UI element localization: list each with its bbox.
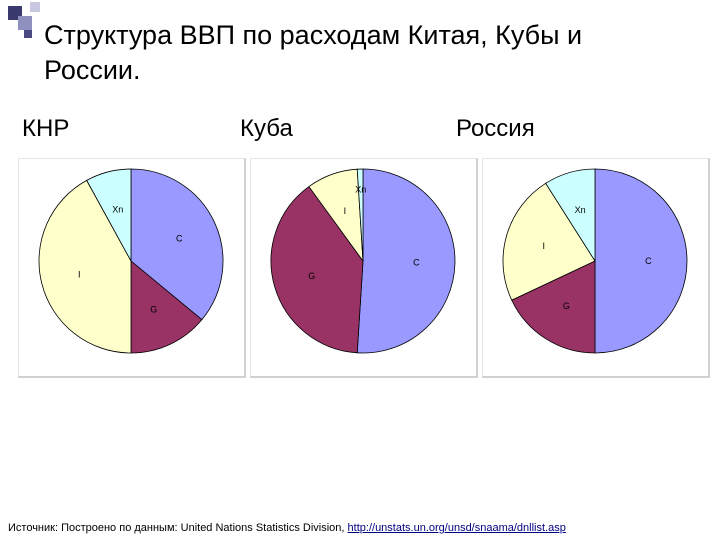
pie-slice-g [511, 260, 596, 354]
slice-label-i: I [78, 269, 81, 279]
pie-slice-c [130, 168, 224, 321]
pie-panel-china: C G I Xn [18, 158, 246, 378]
slice-label-i: I [543, 241, 546, 251]
pie-slice-i [502, 182, 596, 301]
source-link[interactable]: http://unstats.un.org/unsd/snaama/dnllis… [347, 522, 566, 534]
slice-label-c: C [413, 258, 420, 268]
source-note: Источник: Построено по данным: United Na… [8, 522, 566, 534]
slice-label-c: C [176, 233, 183, 243]
slice-label-g: G [308, 271, 315, 281]
source-text: Источник: Построено по данным: United Na… [8, 522, 345, 534]
pie-chart-china: C G I Xn [38, 168, 224, 354]
chart-title-cuba: Куба [240, 115, 293, 142]
pie-chart-russia: C G I Xn [502, 168, 688, 354]
pie-slice-g [270, 186, 364, 354]
chart-title-china: КНР [22, 115, 70, 142]
pie-slice-g [130, 260, 203, 354]
bullet-decoration [0, 0, 48, 48]
pie-panel-cuba: C G I Xn [250, 158, 478, 378]
pie-slice-xn [356, 168, 364, 262]
pie-chart-cuba: C G I Xn [270, 168, 456, 354]
pie-slice-xn [545, 168, 596, 263]
slice-label-i: I [344, 206, 347, 216]
slice-label-c: C [645, 256, 652, 266]
pie-slice-xn [86, 168, 132, 262]
pie-slice-i [38, 179, 132, 354]
slice-label-xn: Xn [575, 205, 586, 215]
slice-label-g: G [563, 301, 570, 311]
slide-title: Структура ВВП по расходам Китая, Кубы и … [44, 20, 583, 85]
pie-slice-c [356, 168, 456, 354]
pie-panel-russia: C G I Xn [482, 158, 710, 378]
pie-slice-c [594, 168, 688, 354]
slice-label-g: G [150, 304, 157, 314]
slice-label-xn: Xn [355, 184, 366, 194]
slice-label-xn: Xn [112, 204, 123, 214]
chart-title-russia: Россия [456, 115, 535, 142]
